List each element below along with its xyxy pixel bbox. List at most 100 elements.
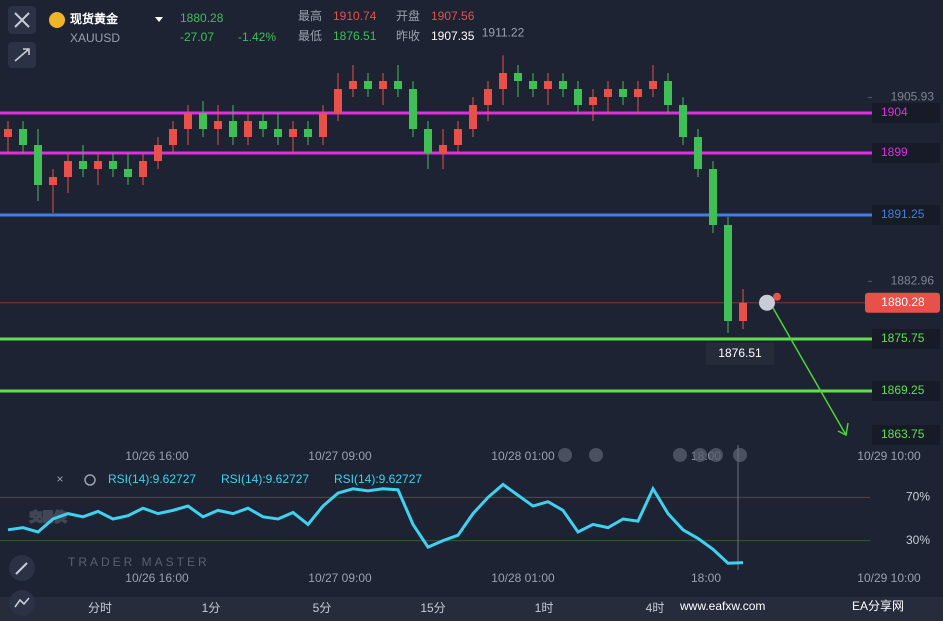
candle-body [379,81,387,89]
change-pct: -1.42% [238,30,276,44]
candle-body [349,81,357,89]
symbol: XAUUSD [70,31,120,45]
rsi-legend: RSI(14):9.62727 [334,472,422,486]
level-label: 1869.25 [881,383,925,397]
candle-body [649,81,657,89]
candle-body [154,145,162,161]
rsi-close[interactable]: × [56,472,63,486]
x-tick-label: 10/27 09:00 [308,571,372,585]
candle-body [589,97,597,105]
stat-label: 昨收 [396,29,420,43]
tab[interactable]: 4时 [646,601,665,615]
tab[interactable]: 15分 [420,601,445,615]
x-tick-label: 10/26 16:00 [125,449,189,463]
stat-label: 最高 [298,8,322,23]
candle-body [334,89,342,113]
candle-body [109,161,117,169]
candle-body [19,129,27,145]
level-label-box [872,103,940,123]
brand-watermark: EA分享网 [852,598,904,613]
stat-label: 开盘 [396,8,420,23]
candle-body [709,169,717,225]
dropdown-icon[interactable] [155,17,163,22]
stat-value: 1907.35 [431,29,475,43]
low-label-box [706,342,774,365]
rsi-legend: RSI(14):9.62727 [108,472,196,486]
y-tick-label: 1882.96 [891,273,935,287]
event-marker[interactable] [673,448,687,462]
instrument-name: 现货黄金 [70,11,119,26]
candle-body [364,81,372,89]
candle-body [664,81,672,105]
candle-body [424,129,432,153]
candle-body [34,145,42,185]
plot: 1905.93 1882.96 10/26 16:00 10/26 16:00 10/2… [0,25,940,585]
event-marker[interactable] [709,448,723,462]
price: 1880.28 [180,11,224,25]
candle-body [49,177,57,185]
expand-icon [14,48,30,62]
level-label-box [872,381,940,401]
target-label-box [872,425,940,445]
candle-body [259,121,267,129]
candle-body [724,225,732,321]
tab[interactable]: 分时 [88,601,112,615]
close-icon [14,12,30,28]
candle-body [499,73,507,89]
tab[interactable]: 1分 [202,601,221,615]
candle-body [529,81,537,89]
candle-body [409,89,417,129]
gold-icon [49,12,65,28]
watermark: 交易侠 TRADER MASTER [29,508,207,569]
change: -27.07 [180,30,214,44]
candle-body [289,129,297,137]
rsi-legend: RSI(14):9.62727 [221,472,309,486]
level-label: 1904 [881,105,908,119]
tab[interactable]: 1时 [535,601,554,615]
indicator-icon [14,597,30,608]
x-tick-label: 10/28 01:00 [491,449,555,463]
rsi-settings[interactable] [84,474,96,486]
target-label: 1863.75 [881,427,925,441]
event-marker[interactable] [733,448,747,462]
stat-value: 1876.51 [333,29,377,43]
timeframe-tabs: 分时 1分 5分 15分 1时 4时 [88,601,664,615]
candle-body [304,129,312,137]
candle-body [184,113,192,129]
candle-body [439,145,447,153]
level-label: 1891.25 [881,207,925,221]
info-icon[interactable] [759,294,775,311]
watermark-logo: 交易侠 [30,509,67,524]
candle-body [544,81,552,89]
candle-body [79,161,87,169]
x-tick-label: 10/29 10:00 [857,571,921,585]
candle-body [214,121,222,129]
event-marker[interactable] [589,448,603,462]
candle-body [604,89,612,97]
level-label: 1899 [881,145,908,159]
candle-body [394,81,402,89]
stats: 最高 1910.74 开盘 1907.56 最低 1876.51 昨收 1907.35 [298,8,475,43]
x-tick-label: 10/27 09:00 [308,449,372,463]
tab[interactable]: 5分 [313,601,332,615]
candle-body [559,81,567,89]
candle-body [139,161,147,177]
x-tick-label: 10/28 01:00 [491,571,555,585]
candle-body [694,137,702,169]
bottom-bar [0,597,943,621]
x-tick-label: 10/26 16:00 [125,571,189,585]
forecast-arrow [769,302,849,437]
stat-value: 1910.74 [333,9,377,23]
event-marker[interactable] [693,448,707,462]
candle-body [319,113,327,137]
rsi-line [7,482,744,565]
low-label: 1876.51 [718,346,762,360]
candle-body [739,302,747,321]
candle-body [64,161,72,177]
candle-body [619,89,627,97]
event-marker[interactable] [558,448,572,462]
candle-body [199,113,207,129]
level-label-box [872,329,940,349]
